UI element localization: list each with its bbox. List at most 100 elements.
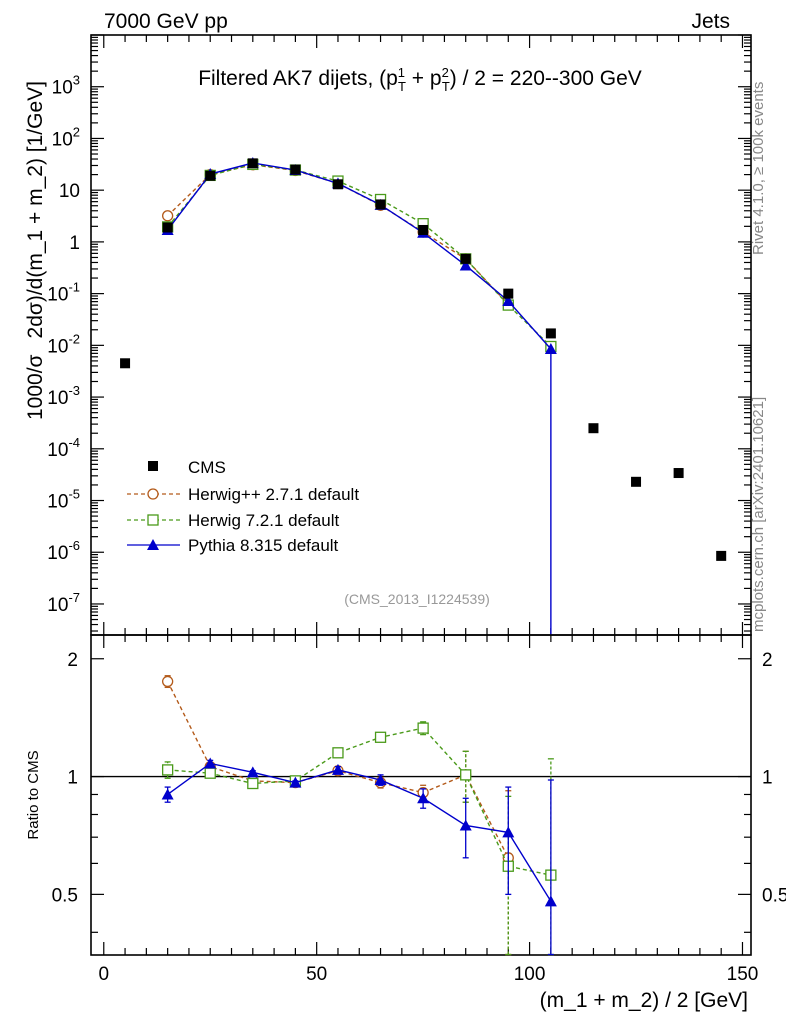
ratio-point-herwig-7-2-1-default-85 <box>460 769 472 781</box>
main-y-tick-label: 102 <box>52 124 80 150</box>
series-cms <box>120 158 727 561</box>
tick-base: 10 <box>59 181 80 202</box>
data-point-cms-55 <box>332 179 343 190</box>
legend-item-cms: CMS <box>148 458 226 477</box>
series-herwig-7-2-1-default <box>161 158 557 353</box>
legend-label-pythia: Pythia 8.315 default <box>188 536 339 555</box>
series-pythia-8-315-default <box>161 157 557 354</box>
tick-exponent: 2 <box>73 124 80 139</box>
x-tick-label: 100 <box>514 964 546 985</box>
tick-exponent: 3 <box>73 73 80 88</box>
tick-base: 10 <box>47 440 68 461</box>
main-y-tick-label: 10-3 <box>47 383 80 409</box>
collision-label: 7000 GeV pp <box>104 10 228 33</box>
tick-base: 10 <box>47 595 68 616</box>
ratio-series-herwig-7-2-1-default <box>161 721 557 956</box>
tick-base: 10 <box>47 543 68 564</box>
ratio-point-pythia-8-315-default-105 <box>544 895 557 907</box>
ratio-point-pythia-8-315-default-35 <box>246 766 259 778</box>
ratio-y-tick-label-right: 1 <box>762 768 773 789</box>
legend-marker-cms <box>148 461 158 471</box>
main-y-tick-label: 103 <box>52 73 80 99</box>
tick-base: 10 <box>47 285 68 306</box>
data-point-herwig-2-7-1-default-15 <box>161 210 174 222</box>
tick-exponent: -4 <box>68 435 80 450</box>
x-tick-label: 0 <box>98 964 109 985</box>
tick-exponent: -3 <box>68 383 80 398</box>
main-y-tick-label: 10-2 <box>47 331 80 357</box>
chart-title: Filtered AK7 dijets, (p1 T + p2 T) / 2 = 2… <box>198 65 642 94</box>
data-point-cms-15 <box>162 222 173 233</box>
data-point-cms-135 <box>673 468 684 479</box>
tick-base: 10 <box>47 336 68 357</box>
tick-base: 10 <box>52 129 73 150</box>
ratio-y-tick-label: 0.5 <box>52 885 78 906</box>
data-point-cms-75 <box>418 224 429 235</box>
rivet-version-label: Rivet 4.1.0, ≥ 100k events <box>750 82 767 255</box>
main-y-tick-label: 10-1 <box>47 280 80 306</box>
legend: CMS Herwig++ 2.7.1 default Herwig 7.2.1 … <box>127 458 359 555</box>
mcplots-source-label: mcplots.cern.ch [arXiv:2401.10621] <box>750 397 767 632</box>
data-point-pythia-8-315-default-85 <box>459 259 472 271</box>
data-point-cms-85 <box>460 253 471 264</box>
main-axis-ticks <box>91 34 751 635</box>
main-series-group <box>120 157 727 635</box>
data-point-cms-145 <box>716 550 727 561</box>
series-line-pythia-8-315-default <box>167 162 552 350</box>
ratio-point-herwig-7-2-1-default-75 <box>417 722 429 734</box>
tick-exponent: -7 <box>68 590 80 605</box>
analysis-id-label: (CMS_2013_I1224539) <box>344 591 490 607</box>
data-point-cms-45 <box>290 164 301 175</box>
series-line-herwig-7-2-1-default <box>167 163 552 347</box>
ratio-point-herwig-7-2-1-default-55 <box>332 747 344 759</box>
legend-label-herwigpp: Herwig++ 2.7.1 default <box>188 485 359 504</box>
tick-exponent: -2 <box>68 331 80 346</box>
tick-base: 1 <box>69 233 80 254</box>
data-point-cms-125 <box>631 476 642 487</box>
data-point-cms-25 <box>205 170 216 181</box>
ratio-point-pythia-8-315-default-85 <box>459 819 472 831</box>
ratio-series-pythia-8-315-default <box>161 757 557 956</box>
ratio-series-group <box>161 675 557 956</box>
x-tick-labels: 0 50 100 150 <box>98 964 758 985</box>
ratio-point-pythia-8-315-default-15 <box>161 788 174 800</box>
main-y-tick-label: 10 <box>59 181 80 202</box>
main-y-tick-label: 10-4 <box>47 435 80 461</box>
ratio-point-pythia-8-315-default-55 <box>331 763 344 775</box>
data-point-cms-95 <box>503 288 514 299</box>
main-y-tick-label: 10-5 <box>47 487 80 513</box>
ratio-line-pythia-8-315-default <box>167 762 552 902</box>
ratio-point-pythia-8-315-default-95 <box>502 826 515 838</box>
legend-item-herwig7: Herwig 7.2.1 default <box>127 511 339 530</box>
tick-exponent: -1 <box>68 280 80 295</box>
tick-base: 10 <box>52 78 73 99</box>
ratio-panel: 0.5 0.5 1 1 2 2 Ratio to CMS 0 50 100 150 (m_1 +… <box>25 634 786 1012</box>
ratio-point-herwig-7-2-1-default-15 <box>161 764 174 776</box>
legend-marker-pythia <box>147 539 159 550</box>
main-y-tick-label: 10-6 <box>47 538 80 564</box>
ratio-point-herwig-2-7-1-default-15 <box>161 675 174 688</box>
legend-marker-herwigpp <box>147 488 159 500</box>
legend-item-pythia: Pythia 8.315 default <box>127 536 339 555</box>
main-y-tick-label: 1 <box>69 233 80 254</box>
ratio-point-herwig-7-2-1-default-35 <box>247 777 259 790</box>
legend-item-herwigpp: Herwig++ 2.7.1 default <box>127 485 359 504</box>
ratio-y-tick-labels: 0.5 0.5 1 1 2 2 <box>52 650 786 907</box>
tick-base: 10 <box>47 492 68 513</box>
ratio-y-axis-label: Ratio to CMS <box>25 750 42 839</box>
ratio-line-herwig-7-2-1-default <box>167 727 552 876</box>
ratio-point-pythia-8-315-default-25 <box>204 757 217 769</box>
main-y-tick-label: 10-7 <box>47 590 80 616</box>
legend-marker-herwig7 <box>147 514 159 526</box>
ratio-point-herwig-7-2-1-default-25 <box>204 767 216 779</box>
tick-exponent: -6 <box>68 538 80 553</box>
data-point-cms-105 <box>545 328 556 339</box>
ratio-series-herwig-2-7-1-default <box>161 675 514 956</box>
ratio-point-pythia-8-315-default-65 <box>374 773 387 785</box>
ratio-point-pythia-8-315-default-45 <box>289 776 302 788</box>
data-point-pythia-8-315-default-95 <box>502 295 515 307</box>
x-tick-label: 50 <box>306 964 327 985</box>
x-axis-label: (m_1 + m_2) / 2 [GeV] <box>540 989 748 1012</box>
data-point-cms-5 <box>120 358 131 369</box>
